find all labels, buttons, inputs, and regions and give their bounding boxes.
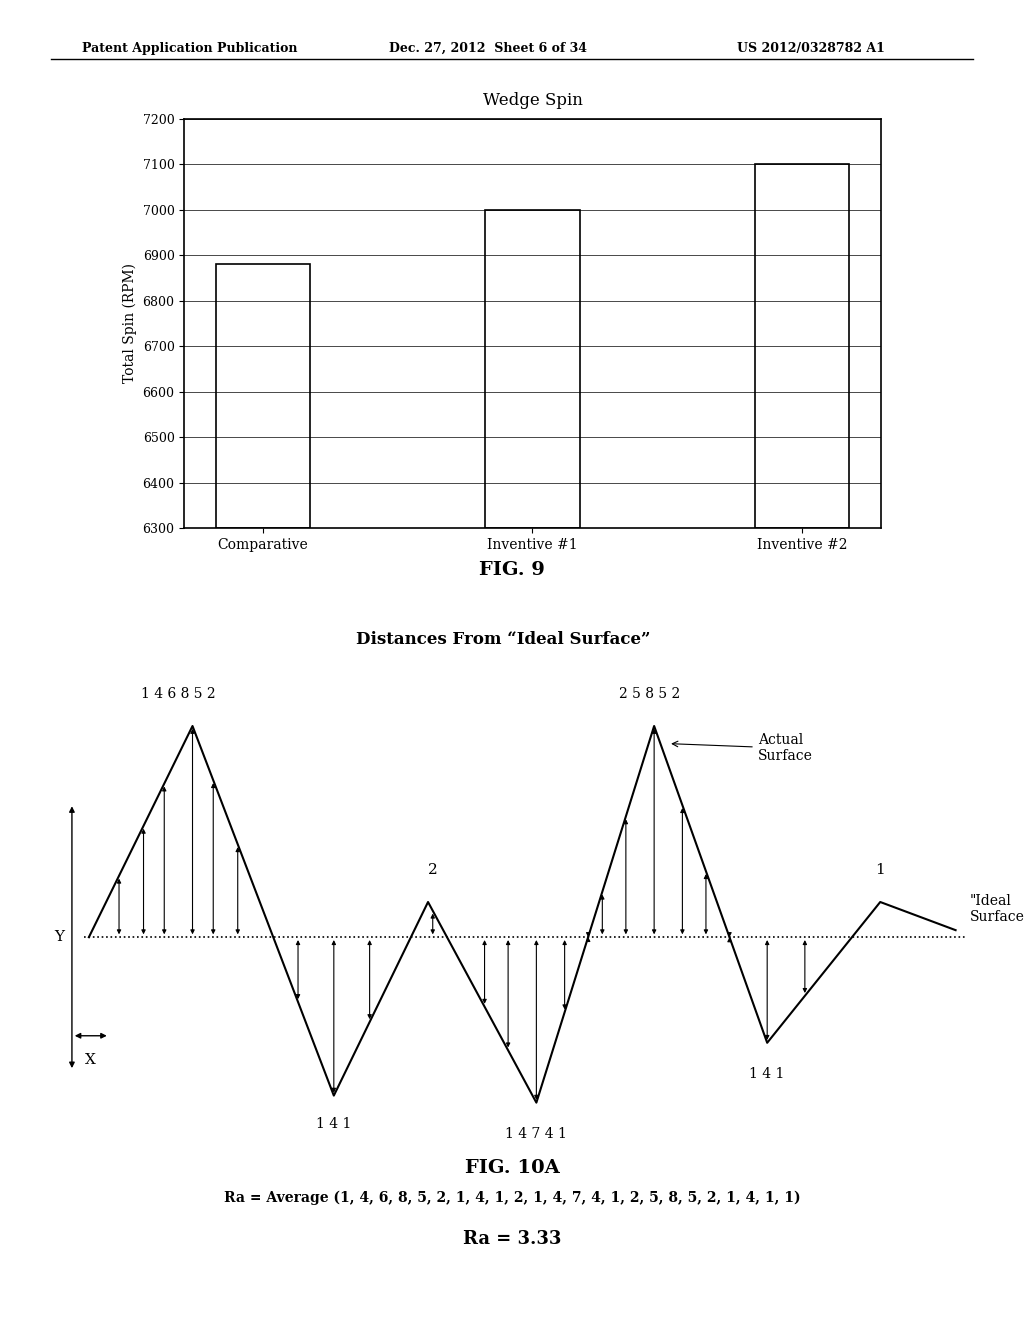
Text: 1 4 1: 1 4 1 xyxy=(750,1068,784,1081)
Title: Wedge Spin: Wedge Spin xyxy=(482,92,583,110)
Text: Ra = Average (1, 4, 6, 8, 5, 2, 1, 4, 1, 2, 1, 4, 7, 4, 1, 2, 5, 8, 5, 2, 1, 4, : Ra = Average (1, 4, 6, 8, 5, 2, 1, 4, 1,… xyxy=(223,1191,801,1205)
Text: FIG. 10A: FIG. 10A xyxy=(465,1159,559,1177)
Text: 1 4 7 4 1: 1 4 7 4 1 xyxy=(506,1127,567,1142)
Bar xyxy=(216,264,310,528)
Bar xyxy=(485,210,580,528)
Bar xyxy=(755,164,849,528)
Text: 1: 1 xyxy=(876,863,885,878)
Text: X: X xyxy=(85,1053,96,1068)
Text: Distances From “Ideal Surface”: Distances From “Ideal Surface” xyxy=(356,631,650,648)
Text: 1 4 1: 1 4 1 xyxy=(316,1117,351,1131)
Text: Actual
Surface: Actual Surface xyxy=(673,733,813,763)
Text: FIG. 9: FIG. 9 xyxy=(479,561,545,579)
Text: US 2012/0328782 A1: US 2012/0328782 A1 xyxy=(737,42,885,55)
Text: 2: 2 xyxy=(428,863,437,878)
Text: 2 5 8 5 2: 2 5 8 5 2 xyxy=(618,688,680,701)
Text: 1 4 6 8 5 2: 1 4 6 8 5 2 xyxy=(141,688,216,701)
Text: Ra = 3.33: Ra = 3.33 xyxy=(463,1230,561,1249)
Y-axis label: Total Spin (RPM): Total Spin (RPM) xyxy=(123,264,137,383)
Text: Patent Application Publication: Patent Application Publication xyxy=(82,42,297,55)
Text: Y: Y xyxy=(54,931,65,944)
Text: Dec. 27, 2012  Sheet 6 of 34: Dec. 27, 2012 Sheet 6 of 34 xyxy=(389,42,587,55)
Text: "Ideal
Surface": "Ideal Surface" xyxy=(970,894,1024,924)
